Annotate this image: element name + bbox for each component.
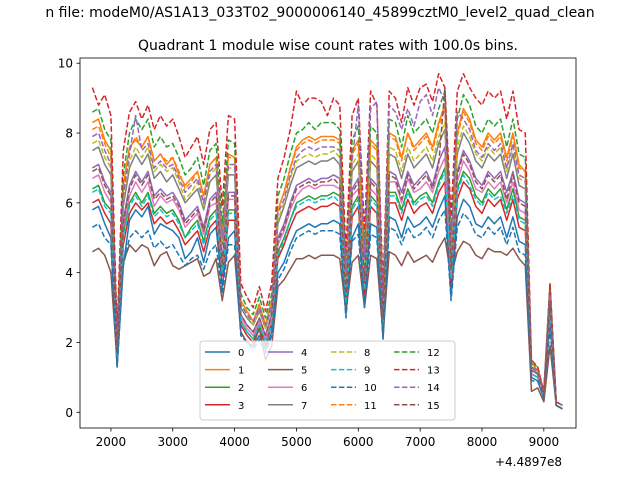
legend-label: 12 xyxy=(427,348,440,359)
x-offset-label: +4.4897e8 xyxy=(495,455,562,469)
legend-label: 9 xyxy=(364,366,370,377)
series-line-9 xyxy=(92,170,563,410)
series-line-7 xyxy=(92,128,563,410)
legend-box xyxy=(199,340,456,421)
series-line-15 xyxy=(92,86,563,410)
x-tick-label: 6000 xyxy=(343,435,374,449)
series-line-6 xyxy=(92,156,563,410)
legend-label: 15 xyxy=(427,401,440,412)
series-line-2 xyxy=(92,167,563,410)
y-tick-label: 0 xyxy=(65,406,73,420)
series-line-10 xyxy=(92,209,563,410)
legend-label: 3 xyxy=(238,401,244,412)
series-line-0 xyxy=(92,195,563,410)
y-axis: 0 2 4 6 8 10 xyxy=(58,57,80,420)
chart-title: Quadrant 1 module wise count rates with … xyxy=(138,38,518,54)
legend-label: 4 xyxy=(301,348,307,359)
legend-label: 1 xyxy=(238,366,244,377)
x-tick-label: 9000 xyxy=(529,435,560,449)
x-tick-label: 5000 xyxy=(281,435,312,449)
legend-label: 5 xyxy=(301,366,307,377)
series-line-3 xyxy=(92,181,563,410)
legend-label: 7 xyxy=(301,401,307,412)
x-tick-label: 4000 xyxy=(219,435,250,449)
legend-label: 10 xyxy=(364,383,377,394)
series-line-11 xyxy=(92,107,563,406)
series-line-5 xyxy=(92,237,563,410)
y-tick-label: 8 xyxy=(65,127,73,141)
legend-label: 11 xyxy=(364,401,377,412)
series-line-4 xyxy=(92,146,563,410)
legend-label: 6 xyxy=(301,383,307,394)
x-tick-label: 2000 xyxy=(96,435,127,449)
series-line-13 xyxy=(91,72,563,406)
figure-suptitle: n file: modeM0/AS1A13_033T02_9000006140_… xyxy=(45,5,594,21)
x-tick-label: 7000 xyxy=(405,435,436,449)
series-lines xyxy=(91,72,563,410)
y-tick-label: 6 xyxy=(65,196,73,210)
series-line-1 xyxy=(92,104,563,406)
series-line-12 xyxy=(92,90,563,406)
x-tick-label: 8000 xyxy=(467,435,498,449)
x-axis: 2000 3000 4000 5000 6000 7000 8000 9000 xyxy=(96,428,559,449)
legend-label: 14 xyxy=(427,383,440,394)
series-line-8 xyxy=(92,121,563,406)
legend-label: 2 xyxy=(238,383,244,394)
x-tick-label: 3000 xyxy=(157,435,188,449)
legend-label: 13 xyxy=(427,366,440,377)
plot-frame xyxy=(79,57,577,429)
legend-label: 8 xyxy=(364,348,370,359)
y-tick-label: 4 xyxy=(65,266,73,280)
y-tick-label: 2 xyxy=(65,336,73,350)
legend-label: 0 xyxy=(238,348,244,359)
series-line-14 xyxy=(92,86,563,406)
y-tick-label: 10 xyxy=(58,57,73,71)
